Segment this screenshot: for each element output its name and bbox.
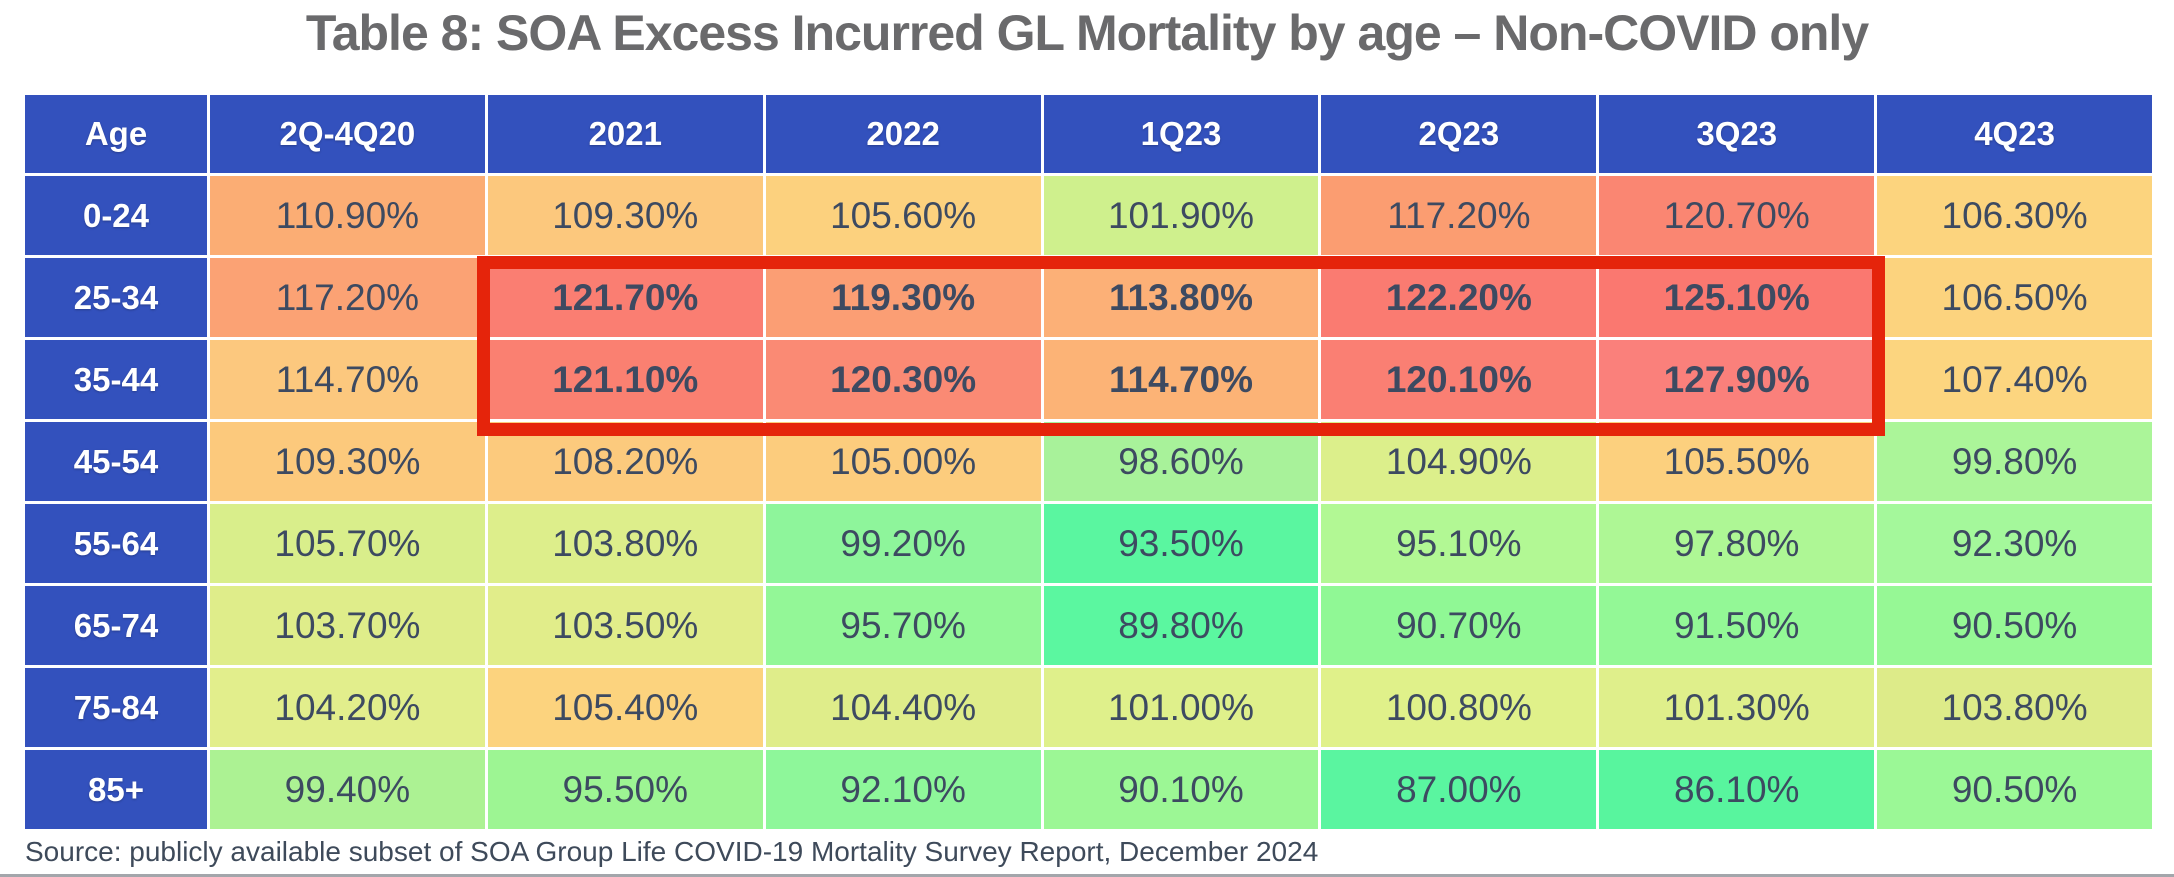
table-cell: 114.70% bbox=[210, 340, 485, 419]
row-header-age: 55-64 bbox=[25, 504, 207, 583]
row-header-age: 25-34 bbox=[25, 258, 207, 337]
source-note: Source: publicly available subset of SOA… bbox=[25, 836, 1319, 867]
table-cell: 103.50% bbox=[487, 586, 763, 665]
table-cell: 103.80% bbox=[1877, 668, 2152, 747]
row-header-age: 35-44 bbox=[25, 340, 207, 419]
table-cell: 108.20% bbox=[487, 422, 763, 501]
table-cell: 114.70% bbox=[1043, 340, 1319, 419]
column-header-2q-4q20: 2Q-4Q20 bbox=[210, 95, 485, 173]
bottom-divider bbox=[0, 874, 2174, 877]
table-cell: 121.10% bbox=[487, 340, 763, 419]
table-cell: 103.70% bbox=[210, 586, 485, 665]
table-cell: 109.30% bbox=[210, 422, 485, 501]
table-cell: 120.70% bbox=[1599, 176, 1875, 255]
table-cell: 89.80% bbox=[1043, 586, 1319, 665]
column-header-1q23: 1Q23 bbox=[1043, 95, 1319, 173]
table-cell: 103.80% bbox=[487, 504, 763, 583]
table-cell: 90.50% bbox=[1877, 750, 2152, 829]
row-header-age: 85+ bbox=[25, 750, 207, 829]
table-cell: 92.10% bbox=[765, 750, 1041, 829]
table-cell: 113.80% bbox=[1043, 258, 1319, 337]
column-header-2q23: 2Q23 bbox=[1321, 95, 1597, 173]
column-header-4q23: 4Q23 bbox=[1877, 95, 2152, 173]
table-cell: 99.20% bbox=[765, 504, 1041, 583]
table-cell: 95.70% bbox=[765, 586, 1041, 665]
table-cell: 105.40% bbox=[487, 668, 763, 747]
table-cell: 99.40% bbox=[210, 750, 485, 829]
row-header-age: 45-54 bbox=[25, 422, 207, 501]
row-header-age: 0-24 bbox=[25, 176, 207, 255]
table-title: Table 8: SOA Excess Incurred GL Mortalit… bbox=[305, 5, 1869, 61]
table-cell: 104.20% bbox=[210, 668, 485, 747]
table-cell: 122.20% bbox=[1321, 258, 1597, 337]
table-cell: 101.90% bbox=[1043, 176, 1319, 255]
table-cell: 117.20% bbox=[1321, 176, 1597, 255]
table-cell: 119.30% bbox=[765, 258, 1041, 337]
table-cell: 120.10% bbox=[1321, 340, 1597, 419]
table-cell: 101.00% bbox=[1043, 668, 1319, 747]
table-cell: 101.30% bbox=[1599, 668, 1875, 747]
table-cell: 99.80% bbox=[1877, 422, 2152, 501]
table-cell: 90.10% bbox=[1043, 750, 1319, 829]
table-cell: 121.70% bbox=[487, 258, 763, 337]
table-cell: 100.80% bbox=[1321, 668, 1597, 747]
table-cell: 91.50% bbox=[1599, 586, 1875, 665]
table-cell: 106.50% bbox=[1877, 258, 2152, 337]
table-cell: 127.90% bbox=[1599, 340, 1875, 419]
column-header-2021: 2021 bbox=[487, 95, 763, 173]
table-cell: 104.90% bbox=[1321, 422, 1597, 501]
table-cell: 97.80% bbox=[1599, 504, 1875, 583]
table-cell: 109.30% bbox=[487, 176, 763, 255]
table-cell: 92.30% bbox=[1877, 504, 2152, 583]
table-cell: 90.70% bbox=[1321, 586, 1597, 665]
row-header-age: 75-84 bbox=[25, 668, 207, 747]
table-cell: 105.00% bbox=[765, 422, 1041, 501]
table-cell: 117.20% bbox=[210, 258, 485, 337]
table-cell: 95.10% bbox=[1321, 504, 1597, 583]
table-cell: 93.50% bbox=[1043, 504, 1319, 583]
table-cell: 98.60% bbox=[1043, 422, 1319, 501]
column-header-age: Age bbox=[25, 95, 207, 173]
table-cell: 110.90% bbox=[210, 176, 485, 255]
table-cell: 87.00% bbox=[1321, 750, 1597, 829]
table-cell: 104.40% bbox=[765, 668, 1041, 747]
table-cell: 106.30% bbox=[1877, 176, 2152, 255]
table-cell: 95.50% bbox=[487, 750, 763, 829]
table-cell: 120.30% bbox=[765, 340, 1041, 419]
column-header-2022: 2022 bbox=[765, 95, 1041, 173]
table-cell: 107.40% bbox=[1877, 340, 2152, 419]
mortality-table: Age 2Q-4Q20 2021 2022 1Q23 2Q23 3Q23 4Q23 0-24 11… bbox=[25, 95, 2152, 829]
row-header-age: 65-74 bbox=[25, 586, 207, 665]
column-header-3q23: 3Q23 bbox=[1599, 95, 1875, 173]
table-cell: 105.50% bbox=[1599, 422, 1875, 501]
table-cell: 105.60% bbox=[765, 176, 1041, 255]
table-cell: 125.10% bbox=[1599, 258, 1875, 337]
table-cell: 86.10% bbox=[1599, 750, 1875, 829]
table-cell: 90.50% bbox=[1877, 586, 2152, 665]
table-cell: 105.70% bbox=[210, 504, 485, 583]
